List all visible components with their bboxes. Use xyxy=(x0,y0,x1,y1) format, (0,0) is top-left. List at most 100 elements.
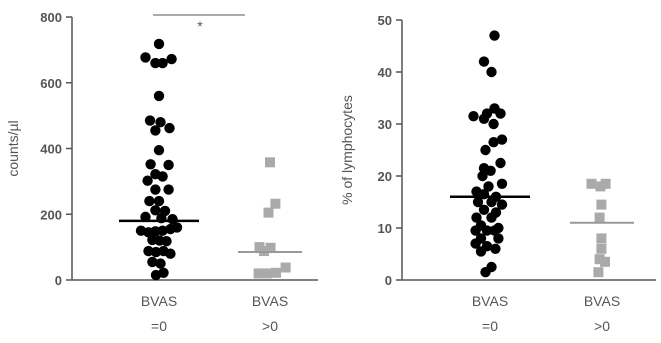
y-tick-label: 20 xyxy=(378,169,392,184)
data-point xyxy=(470,225,481,236)
data-point xyxy=(280,262,291,273)
data-point xyxy=(475,246,487,257)
category-label: BVAS xyxy=(141,293,177,309)
data-point xyxy=(600,178,611,189)
data-point xyxy=(600,256,610,267)
chart-panel-counts: 0 200 400 600 800 counts/µl BVAS =0 BVAS >0 * xyxy=(5,10,318,334)
data-point xyxy=(155,258,166,269)
category-label: BVAS xyxy=(472,293,508,309)
data-point xyxy=(488,118,499,130)
data-point xyxy=(161,236,172,247)
data-point xyxy=(480,144,491,156)
y-tick-label: 30 xyxy=(378,117,392,132)
data-point xyxy=(165,248,176,259)
y-tick-label: 600 xyxy=(40,76,62,91)
data-point xyxy=(164,122,175,134)
data-point xyxy=(594,254,605,265)
data-point xyxy=(593,267,604,278)
data-point xyxy=(483,181,494,192)
category-label: >0 xyxy=(262,318,278,334)
data-point xyxy=(153,144,165,156)
y-tick-label: 10 xyxy=(378,221,392,236)
data-point xyxy=(488,137,499,148)
data-point xyxy=(142,175,153,186)
data-point xyxy=(253,268,264,279)
data-point xyxy=(481,225,493,236)
data-point xyxy=(486,212,497,223)
data-point xyxy=(470,238,481,249)
data-point xyxy=(477,170,488,182)
y-tick-label: 0 xyxy=(385,273,392,288)
data-point xyxy=(480,267,491,278)
data-point xyxy=(586,178,597,189)
data-point xyxy=(489,30,500,41)
data-point xyxy=(144,195,155,207)
data-point xyxy=(596,233,607,244)
data-point xyxy=(158,267,169,278)
data-point xyxy=(263,207,274,218)
data-point xyxy=(496,199,508,210)
data-point xyxy=(486,66,497,78)
y-tick-label: 50 xyxy=(378,13,392,28)
y-tick-label: 40 xyxy=(378,65,392,80)
data-point xyxy=(157,225,168,236)
data-point xyxy=(155,117,166,128)
data-point xyxy=(145,159,156,170)
y-tick-label: 400 xyxy=(40,142,62,157)
data-point xyxy=(153,90,165,102)
data-point xyxy=(478,113,490,125)
data-point xyxy=(486,196,497,208)
data-point xyxy=(468,111,479,122)
y-axis-title: % of lymphocytes xyxy=(339,95,355,205)
data-point xyxy=(493,233,504,244)
data-point xyxy=(163,184,174,195)
data-point xyxy=(157,171,168,182)
data-point xyxy=(595,181,606,192)
data-point xyxy=(150,57,161,69)
data-point xyxy=(496,178,508,189)
data-point xyxy=(150,125,161,136)
data-point xyxy=(265,242,276,253)
data-point xyxy=(496,134,508,145)
data-point xyxy=(153,38,165,50)
category-label: BVAS xyxy=(584,293,620,309)
data-point xyxy=(265,157,275,168)
category-label: BVAS xyxy=(252,293,288,309)
data-point xyxy=(485,165,496,176)
y-tick-label: 800 xyxy=(40,10,62,25)
data-point xyxy=(596,243,607,254)
y-axis-title: counts/µl xyxy=(5,120,21,176)
y-tick-label: 0 xyxy=(55,273,62,288)
data-point xyxy=(471,212,482,223)
data-point xyxy=(472,196,484,208)
data-point xyxy=(144,115,156,126)
data-point xyxy=(270,198,281,209)
data-point xyxy=(147,256,158,268)
y-tick-label: 200 xyxy=(40,207,62,222)
data-point xyxy=(171,222,183,233)
data-point xyxy=(262,268,272,279)
chart-panel-percent-lymphocytes: 0 10 20 30 40 50 % of lymphocytes BVAS =0 BVAS >0 xyxy=(339,13,656,334)
data-point xyxy=(596,199,607,210)
data-point xyxy=(140,211,151,223)
data-point xyxy=(490,243,501,254)
category-label: =0 xyxy=(482,318,498,334)
data-point xyxy=(271,267,281,278)
significance-marker: * xyxy=(197,18,203,34)
data-point xyxy=(478,56,490,67)
data-point xyxy=(495,157,506,169)
data-point xyxy=(478,204,490,215)
data-point xyxy=(495,108,506,119)
data-point xyxy=(150,205,161,216)
category-label: >0 xyxy=(594,318,610,334)
data-point xyxy=(140,52,151,63)
data-point xyxy=(489,225,500,236)
data-point xyxy=(153,195,165,207)
data-point xyxy=(163,159,174,171)
data-point xyxy=(157,57,168,69)
data-point xyxy=(150,184,161,195)
data-point xyxy=(166,53,177,65)
category-label: =0 xyxy=(151,318,167,334)
data-point xyxy=(594,212,605,223)
